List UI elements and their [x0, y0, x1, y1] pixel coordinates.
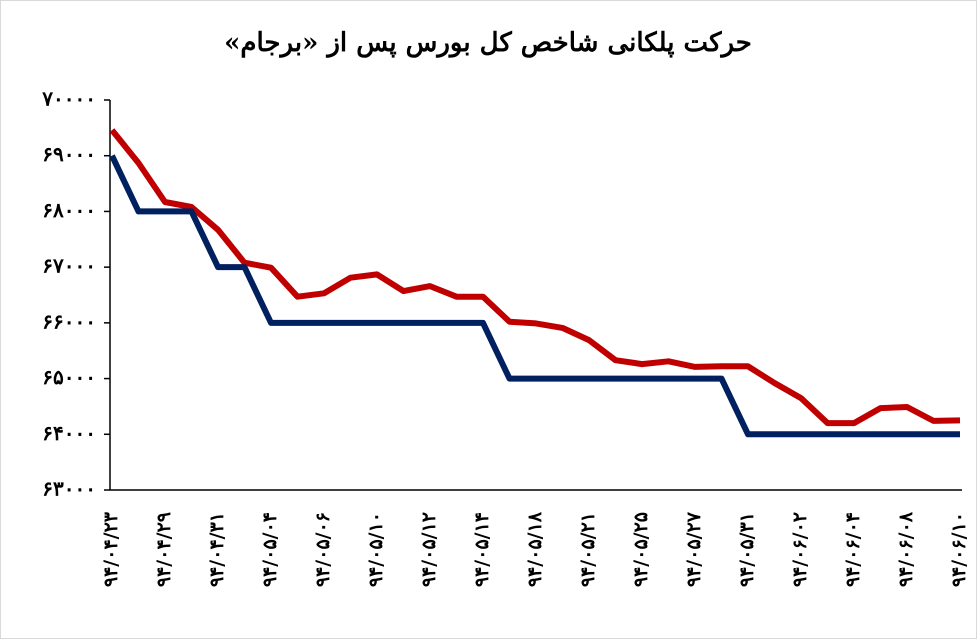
- x-tick-label: ۹۴/۰۵/۱۰: [365, 512, 387, 587]
- y-tick-label: ۶۳۰۰۰: [42, 477, 96, 501]
- x-tick-label: ۹۴/۰۶/۰۸: [895, 511, 917, 587]
- x-tick-label: ۹۴/۰۴/۲۹: [153, 512, 175, 587]
- x-tick-label: ۹۴/۰۶/۱۰: [948, 512, 970, 587]
- x-tick-label: ۹۴/۰۵/۰۴: [259, 512, 281, 587]
- x-tick-label: ۹۴/۰۵/۲۱: [577, 512, 599, 587]
- x-tick-label: ۹۴/۰۵/۱۸: [524, 511, 546, 587]
- x-tick-label: ۹۴/۰۶/۰۲: [789, 512, 811, 587]
- x-tick-label: ۹۴/۰۵/۳۱: [736, 512, 758, 587]
- x-tick-label: ۹۴/۰۵/۱۲: [418, 512, 440, 587]
- x-tick-label: ۹۴/۰۶/۰۴: [842, 512, 864, 587]
- series-line: [109, 154, 960, 438]
- y-tick-label: ۶۶۰۰۰: [42, 309, 96, 333]
- y-tick-label: ۶۸۰۰۰: [42, 198, 96, 222]
- y-tick-label: ۶۴۰۰۰: [42, 421, 96, 445]
- x-tick-label: ۹۴/۰۵/۰۶: [312, 512, 334, 587]
- y-tick-label: ۶۵۰۰۰: [42, 365, 96, 389]
- x-tick-label: ۹۴/۰۵/۲۷: [683, 511, 705, 587]
- chart-title: حرکت پلکانی شاخص کل بورس پس از «برجام»: [224, 28, 752, 58]
- x-tick-label: ۹۴/۰۵/۱۴: [471, 512, 493, 587]
- y-tick-label: ۶۷۰۰۰: [42, 254, 96, 278]
- series-line: [109, 128, 961, 427]
- x-tick-label: ۹۴/۰۵/۲۵: [630, 512, 652, 587]
- y-tick-label: ۷۰۰۰۰: [41, 87, 96, 111]
- y-tick-label: ۶۹۰۰۰: [42, 142, 96, 166]
- x-tick-label: ۹۴/۰۴/۲۳: [100, 511, 122, 587]
- x-tick-label: ۹۴/۰۴/۳۱: [206, 512, 228, 587]
